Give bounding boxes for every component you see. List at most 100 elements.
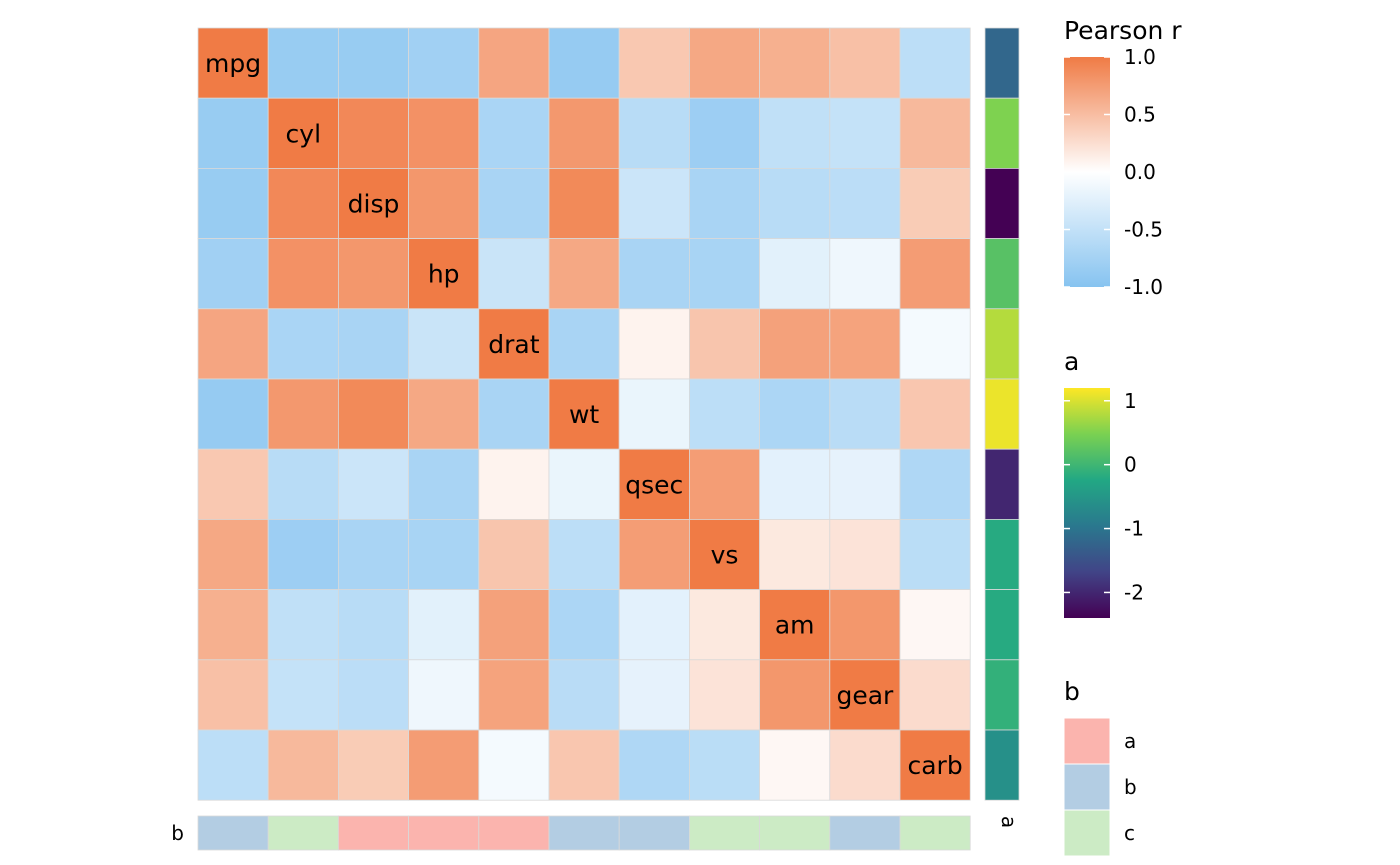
heatmap-cell xyxy=(408,589,480,661)
legend-pearson-title: Pearson r xyxy=(1064,16,1182,45)
heatmap-cell xyxy=(899,238,971,310)
heatmap-cell xyxy=(689,589,761,661)
heatmap-cell xyxy=(267,97,339,169)
column-annotation-cell xyxy=(197,815,269,851)
diagonal-label: disp xyxy=(348,190,400,219)
heatmap-cell xyxy=(197,238,269,310)
heatmap-cell xyxy=(478,27,550,99)
column-annotation-cell xyxy=(478,815,550,851)
heatmap-cell xyxy=(267,659,339,731)
diagonal-label: vs xyxy=(711,541,739,570)
heatmap-cell xyxy=(618,519,690,591)
heatmap-cell xyxy=(548,589,620,661)
heatmap-cell xyxy=(337,308,409,380)
heatmap-cell xyxy=(337,97,409,169)
column-annotation-label: b xyxy=(171,821,184,845)
row-annotation-cell xyxy=(984,589,1020,661)
legend-pearson-tick-label: -0.5 xyxy=(1124,218,1163,242)
heatmap-cell xyxy=(408,378,480,450)
heatmap-cell xyxy=(337,448,409,520)
heatmap-cell xyxy=(337,238,409,310)
legend-pearson-tick-label: 1.0 xyxy=(1124,45,1156,69)
heatmap-cell xyxy=(337,659,409,731)
heatmap-cell xyxy=(478,448,550,520)
heatmap-cell xyxy=(618,659,690,731)
heatmap-cell xyxy=(829,27,901,99)
legend-a-title: a xyxy=(1064,347,1079,376)
legend-b-key-label: a xyxy=(1124,729,1136,753)
heatmap-cell xyxy=(548,27,620,99)
heatmap-cell xyxy=(689,238,761,310)
heatmap-cell xyxy=(478,97,550,169)
legend-b-key-swatch xyxy=(1063,763,1111,811)
column-annotation-cell xyxy=(689,815,761,851)
heatmap-cell xyxy=(829,378,901,450)
heatmap-cell xyxy=(267,729,339,801)
heatmap-cell xyxy=(759,167,831,239)
diagonal-labels: mpg cyl disp hp drat wt qsec vs am gear carb xyxy=(205,49,963,780)
heatmap-cell xyxy=(899,378,971,450)
heatmap-cell xyxy=(829,238,901,310)
heatmap-cell xyxy=(267,238,339,310)
diagonal-label: carb xyxy=(907,751,962,780)
legend-a-tick-label: -1 xyxy=(1124,517,1144,541)
heatmap-cell xyxy=(267,27,339,99)
row-annotation-cell xyxy=(984,448,1020,520)
heatmap-cell xyxy=(829,589,901,661)
legend-b-keys: abc xyxy=(1063,717,1137,857)
heatmap-cell xyxy=(408,167,480,239)
heatmap-cell xyxy=(267,448,339,520)
heatmap-cell xyxy=(337,378,409,450)
heatmap-cell xyxy=(548,659,620,731)
heatmap-cell xyxy=(759,448,831,520)
column-annotation-cell xyxy=(267,815,339,851)
heatmap-cell xyxy=(267,589,339,661)
legend-pearson-tick-label: 0.0 xyxy=(1124,160,1156,184)
legend-pearson-tick-label: 0.5 xyxy=(1124,103,1156,127)
heatmap-cell xyxy=(899,729,971,801)
heatmap-cell xyxy=(408,308,480,380)
row-annotation-cell xyxy=(984,167,1020,239)
heatmap-cell xyxy=(548,238,620,310)
legend-a-tick-label: -2 xyxy=(1124,580,1144,604)
heatmap-cell xyxy=(618,308,690,380)
heatmap-cell xyxy=(618,589,690,661)
row-annotation-cell xyxy=(984,27,1020,99)
heatmap-cell xyxy=(689,448,761,520)
heatmap-cell xyxy=(267,378,339,450)
heatmap-cells xyxy=(197,27,971,801)
heatmap-cell xyxy=(408,519,480,591)
heatmap-cell xyxy=(548,448,620,520)
legend-b-key-swatch xyxy=(1063,717,1111,765)
row-annotation-cell xyxy=(984,378,1020,450)
heatmap-cell xyxy=(548,167,620,239)
heatmap-cell xyxy=(829,97,901,169)
heatmap-cell xyxy=(197,519,269,591)
diagonal-label: cyl xyxy=(286,119,322,148)
heatmap-cell xyxy=(759,729,831,801)
heatmap-cell xyxy=(478,589,550,661)
legend-a-ticks: 1 0 -1 -2 xyxy=(1064,389,1144,604)
heatmap-cell xyxy=(478,238,550,310)
heatmap-cell xyxy=(337,27,409,99)
heatmap-cell xyxy=(899,308,971,380)
heatmap-cell xyxy=(408,448,480,520)
heatmap-cell xyxy=(899,659,971,731)
heatmap-cell xyxy=(478,378,550,450)
heatmap-cell xyxy=(899,27,971,99)
diagonal-label: hp xyxy=(428,260,460,289)
heatmap-cell xyxy=(408,27,480,99)
diagonal-label: gear xyxy=(836,681,894,710)
heatmap-cell xyxy=(899,97,971,169)
heatmap-cell xyxy=(408,97,480,169)
heatmap-cell xyxy=(689,167,761,239)
heatmap-cell xyxy=(197,167,269,239)
heatmap-cell xyxy=(618,27,690,99)
heatmap-cell xyxy=(548,97,620,169)
heatmap-cell xyxy=(689,308,761,380)
legend-a-tick-label: 1 xyxy=(1124,389,1137,413)
heatmap-cell xyxy=(829,519,901,591)
diagonal-label: wt xyxy=(569,400,599,429)
heatmap-cell xyxy=(337,519,409,591)
